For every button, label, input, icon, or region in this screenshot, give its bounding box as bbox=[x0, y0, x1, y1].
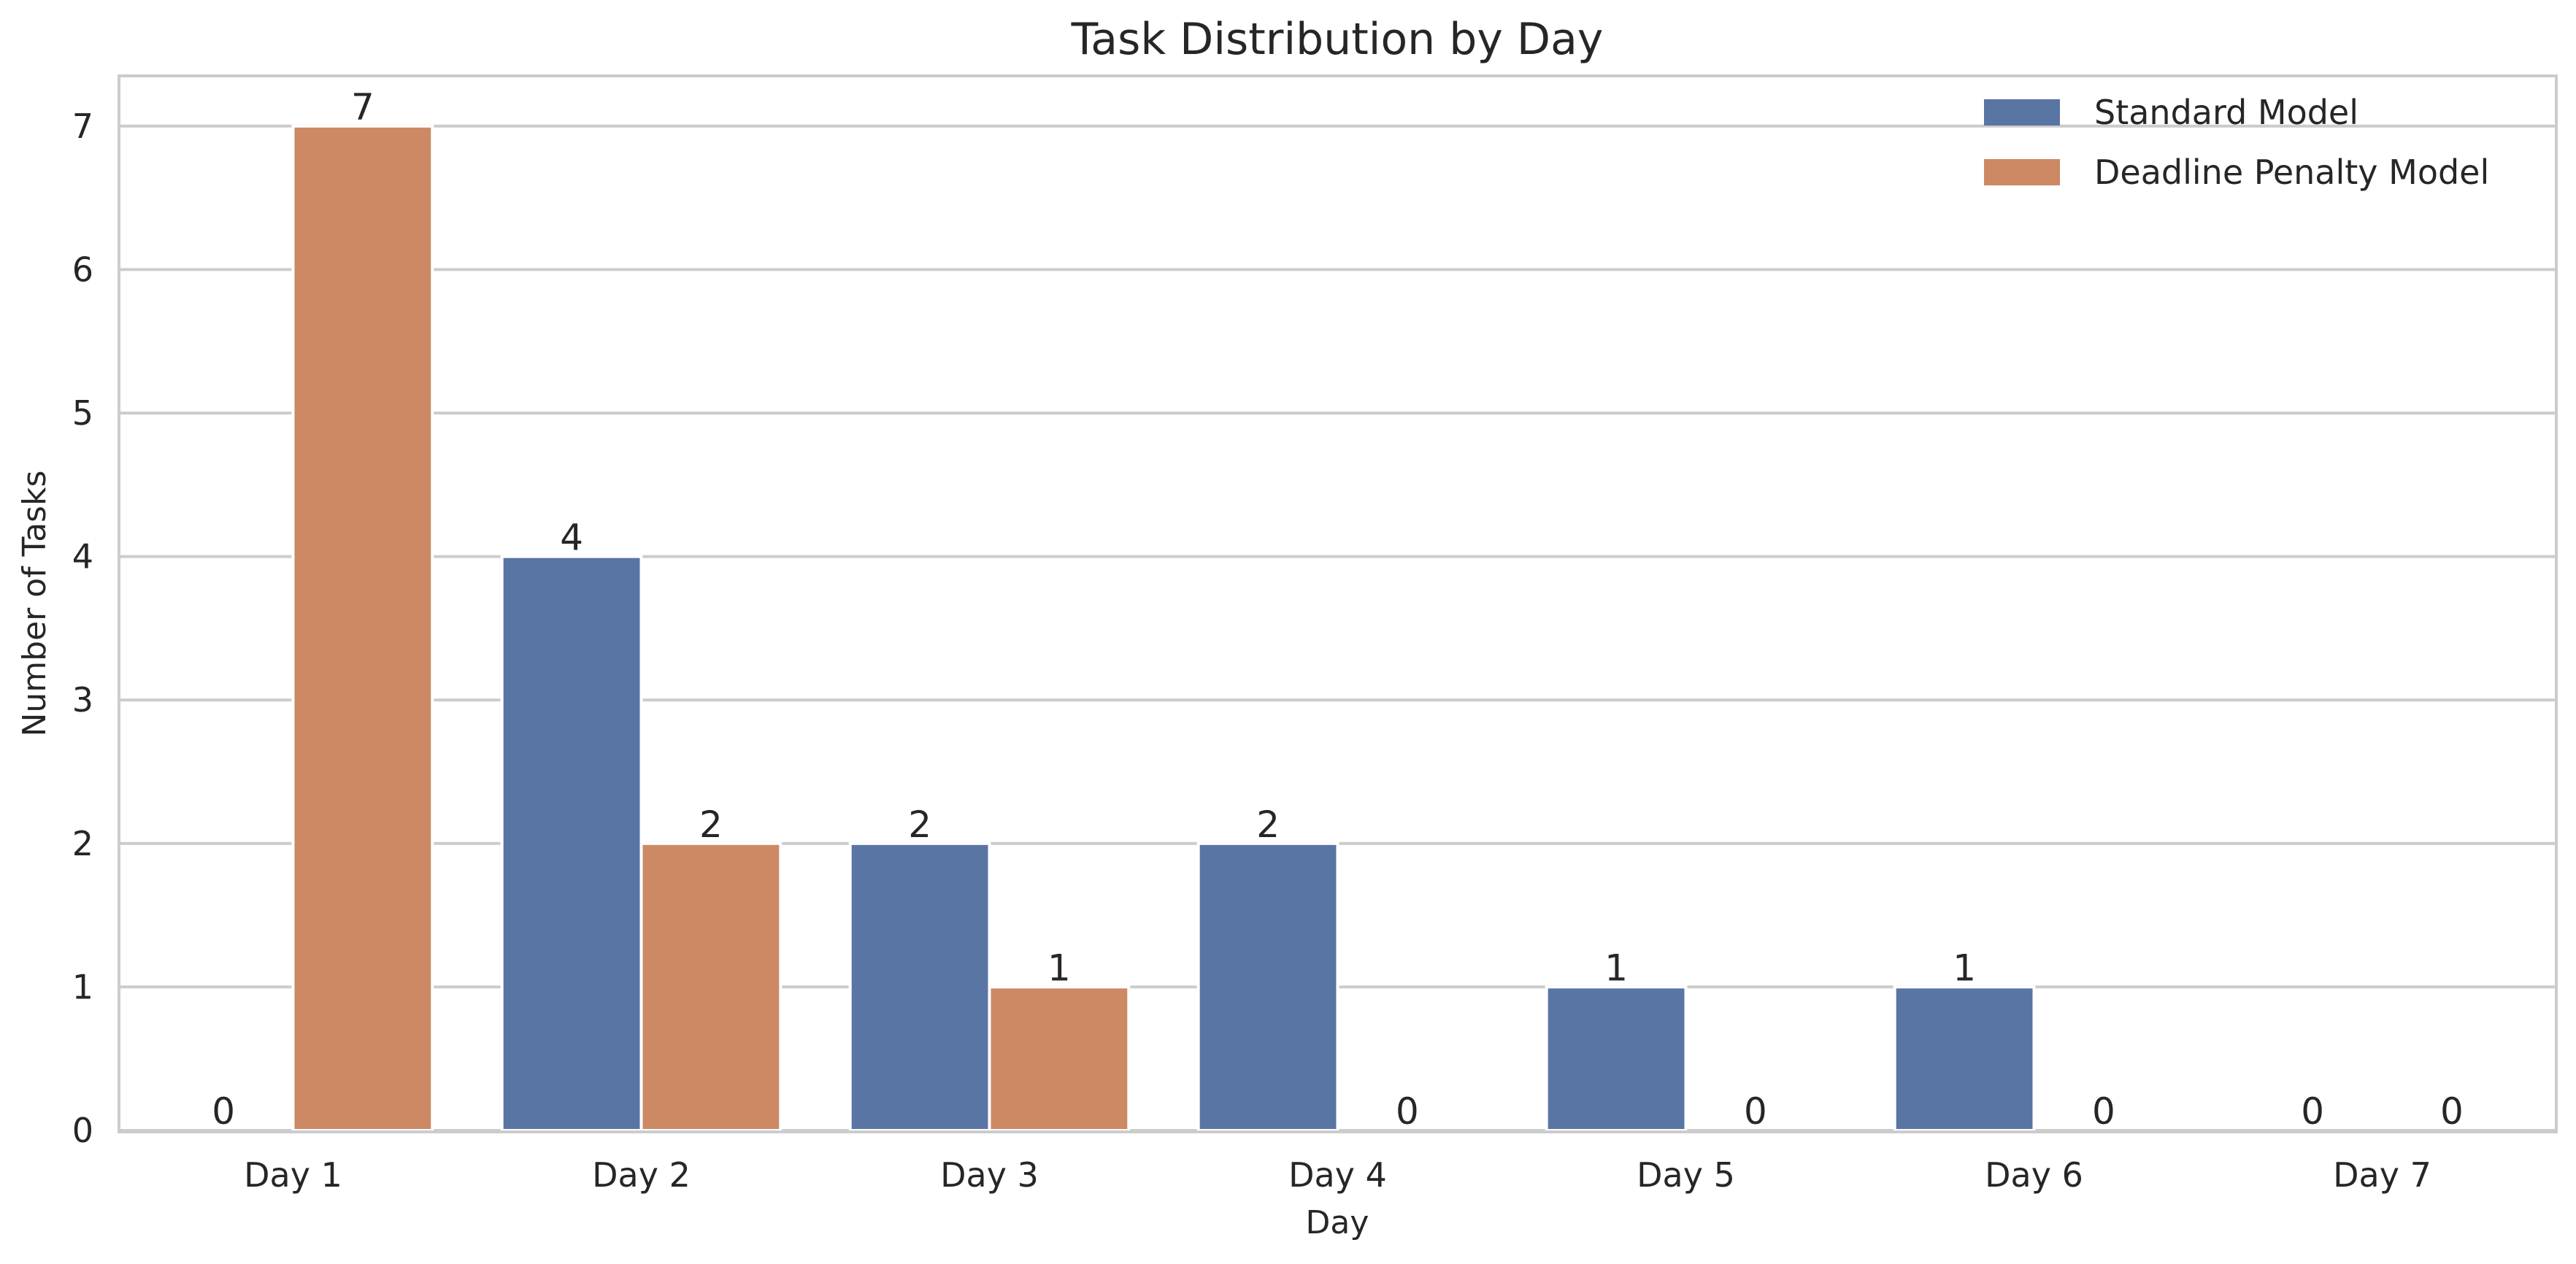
x-tick-label-7: Day 7 bbox=[2333, 1155, 2431, 1195]
bar-label-series2-1: 7 bbox=[351, 86, 374, 128]
bar-series1-2 bbox=[500, 555, 643, 1132]
chart-title: Task Distribution by Day bbox=[1071, 14, 1604, 65]
y-tick-label-1: 1 bbox=[72, 967, 93, 1006]
x-tick-labels: Day 1 Day 2 Day 3 Day 4 Day 5 Day 6 Day 7 bbox=[244, 1155, 2431, 1195]
y-tick-label-5: 5 bbox=[72, 393, 93, 433]
x-tick-label-6: Day 6 bbox=[1985, 1155, 2083, 1195]
bar-series2-2 bbox=[639, 841, 783, 1132]
y-tick-label-7: 7 bbox=[72, 107, 93, 146]
bar-series2-1 bbox=[291, 124, 434, 1132]
legend-label-2: Deadline Penalty Model bbox=[2094, 153, 2489, 192]
bar-value-labels: 0 4 2 2 1 1 0 7 2 1 0 0 0 0 bbox=[212, 86, 2464, 1133]
y-tick-label-6: 6 bbox=[72, 250, 93, 289]
bar-label-series1-4: 2 bbox=[1256, 804, 1280, 846]
legend-label-1: Standard Model bbox=[2094, 93, 2358, 132]
bar-series1-5 bbox=[1545, 985, 1688, 1132]
bar-label-series2-4: 0 bbox=[1396, 1090, 1419, 1133]
bar-series1-3 bbox=[848, 841, 991, 1132]
bar-label-series1-3: 2 bbox=[908, 804, 931, 846]
plot-frame bbox=[118, 74, 2558, 1133]
bar-label-series1-7: 0 bbox=[2301, 1090, 2324, 1133]
x-tick-label-2: Day 2 bbox=[592, 1155, 691, 1195]
bar-label-series1-6: 1 bbox=[1953, 947, 1976, 989]
bar-label-series1-2: 4 bbox=[560, 517, 583, 559]
bar-label-series2-7: 0 bbox=[2440, 1090, 2464, 1133]
legend: Standard Model Deadline Penalty Model bbox=[1984, 93, 2489, 192]
y-tick-label-2: 2 bbox=[72, 824, 93, 863]
y-axis-label: Number of Tasks bbox=[16, 470, 53, 736]
y-tick-label-0: 0 bbox=[72, 1111, 93, 1150]
bars bbox=[291, 124, 2036, 1132]
bar-label-series2-6: 0 bbox=[2092, 1090, 2115, 1133]
bar-label-series2-2: 2 bbox=[699, 804, 723, 846]
bar-series1-4 bbox=[1196, 841, 1339, 1132]
x-tick-label-3: Day 3 bbox=[940, 1155, 1039, 1195]
y-tick-label-3: 3 bbox=[72, 680, 93, 720]
bar-label-series2-3: 1 bbox=[1047, 947, 1071, 989]
x-tick-label-1: Day 1 bbox=[244, 1155, 342, 1195]
x-tick-label-4: Day 4 bbox=[1288, 1155, 1387, 1195]
bar-series1-6 bbox=[1893, 985, 2036, 1132]
x-axis-label: Day bbox=[1306, 1204, 1369, 1241]
bar-series2-3 bbox=[988, 985, 1131, 1132]
legend-swatch-2 bbox=[1984, 159, 2060, 185]
bar-label-series1-5: 1 bbox=[1604, 947, 1628, 989]
y-tick-label-4: 4 bbox=[72, 537, 93, 577]
bar-label-series2-5: 0 bbox=[1744, 1090, 1767, 1133]
legend-swatch-1 bbox=[1984, 99, 2060, 126]
y-tick-labels: 0 1 2 3 4 5 6 7 bbox=[72, 107, 93, 1150]
bar-label-series1-1: 0 bbox=[212, 1090, 235, 1133]
x-tick-label-5: Day 5 bbox=[1637, 1155, 1735, 1195]
